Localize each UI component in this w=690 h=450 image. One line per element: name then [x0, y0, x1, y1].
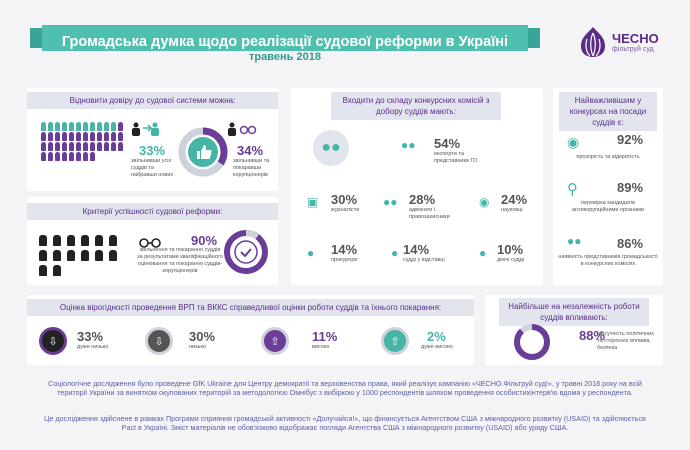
commission-item-value: 30%	[331, 192, 358, 207]
independence-stat-caption: відсутність політичних та сторонніх впли…	[597, 331, 654, 351]
commission-item-caption: діючі судді	[497, 257, 525, 263]
assessment-item-caption: високо	[312, 344, 330, 350]
commission-item-caption: прокурори	[331, 257, 358, 263]
important-panel-title: Найважливішим у конкурсах на посади судд…	[559, 92, 657, 131]
judges-grid	[39, 235, 129, 276]
important-item-value: 92%	[617, 132, 644, 147]
lock-icon: ▣	[307, 195, 319, 209]
trust-panel: Відновити довіру до судової системи можн…	[27, 88, 278, 191]
handcuffs-icon	[139, 238, 161, 248]
criteria-stat-caption: звільнення та покарання суддів за резуль…	[137, 247, 223, 274]
trust-panel-title: Відновити довіру до судової системи можн…	[27, 92, 278, 109]
thumbs-down-icon: ⇩	[145, 327, 173, 355]
independence-donut-icon	[514, 324, 550, 360]
commission-item-value: 54%	[434, 136, 461, 151]
garlic-logo-icon	[581, 27, 605, 57]
judge-replace-icon	[132, 122, 159, 136]
footer-funding: Це дослідження здійснене в рамках Програ…	[44, 414, 646, 432]
assessment-panel: Оцінка вірогідності проведення ВРП та ВК…	[27, 295, 474, 365]
criteria-stat-value: 90%	[191, 233, 218, 248]
assessment-item-value: 33%	[77, 329, 104, 344]
acting-judge-icon: ●	[479, 246, 487, 260]
important-panel: Найважливішим у конкурсах на посади судд…	[553, 88, 663, 285]
trust-stat1-caption: звільнивши усіх суддів та набравши нових	[131, 158, 174, 178]
experts-group-icon: ●●	[313, 130, 349, 166]
important-item-caption: прозорість та відкритість	[576, 154, 640, 160]
commission-item-value: 14%	[331, 242, 358, 257]
criteria-panel: Критерії успішності судової реформи: 90%…	[27, 197, 278, 285]
assessment-item-caption: низько	[189, 344, 207, 350]
prosecutor-icon: ●	[307, 246, 315, 260]
footer-methodology: Соціологічне дослідження було проведене …	[48, 379, 642, 397]
important-item-caption: наявність представників громадськості в …	[558, 254, 658, 267]
title-banner	[30, 25, 540, 67]
commission-item-value: 10%	[497, 242, 524, 257]
transparency-icon: ◉	[567, 134, 580, 150]
people-grid	[41, 122, 123, 161]
commissions-panel-title: Входити до складу конкурсних комісій з д…	[331, 92, 501, 120]
thumbs-up-icon: ⇧	[261, 327, 289, 355]
assessment-item-value: 30%	[189, 329, 216, 344]
commission-item-value: 28%	[409, 192, 436, 207]
public-reps-icon: ●●	[567, 234, 582, 248]
assessment-item-caption: дуже високо	[421, 344, 453, 350]
commission-item-caption: експерти та представники ГО	[434, 151, 478, 164]
commissions-panel: Входити до складу конкурсних комісій з д…	[291, 88, 543, 285]
commission-item-caption: адвокати і правозахисники	[409, 207, 450, 220]
assessment-item-caption: дуже низько	[77, 344, 109, 350]
logo-text: ЧЕСНО	[612, 31, 659, 46]
thumbs-down-icon: ⇩	[39, 327, 67, 355]
thumbs-up-donut-icon	[178, 127, 228, 177]
important-item-value: 89%	[617, 180, 644, 195]
logo-subtext: фільтруй суд	[612, 46, 654, 53]
magnifier-icon: ⚲	[567, 181, 578, 198]
page-subtitle: травень 2018	[230, 51, 340, 63]
commission-item-value: 24%	[501, 192, 528, 207]
scientist-icon: ◉	[479, 195, 490, 209]
independence-stat-value: 88%	[579, 328, 606, 343]
thumbs-up-icon: ⇧	[381, 327, 409, 355]
page-title: Громадська думка щодо реалізації судової…	[61, 34, 509, 50]
commission-item-value: 14%	[403, 242, 430, 257]
independence-panel: Найбільше на незалежність роботи суддів …	[485, 295, 663, 365]
criteria-panel-title: Критерії успішності судової реформи:	[27, 203, 278, 220]
commission-item-caption: судді у відставці	[403, 257, 445, 263]
important-item-caption: перевірка кандидатів антикорупційними ор…	[572, 200, 644, 213]
retired-judge-icon: ●	[391, 246, 399, 260]
trust-stat1-value: 33%	[139, 143, 166, 158]
important-item-value: 86%	[617, 236, 644, 251]
lawyers-icon: ●●	[383, 195, 398, 209]
experts-icon: ●●	[401, 138, 416, 152]
independence-panel-title: Найбільше на незалежність роботи суддів …	[499, 298, 649, 326]
trust-stat2-value: 34%	[237, 143, 264, 158]
assessment-item-value: 11%	[312, 329, 338, 344]
commission-item-caption: науковці	[501, 207, 523, 213]
assessment-item-value: 2%	[427, 329, 446, 344]
assessment-panel-title: Оцінка вірогідності проведення ВРП та ВК…	[27, 299, 474, 316]
handcuffs-judge-icon	[228, 122, 257, 136]
trust-stat2-caption: звільнивши та покаравши корупціонерів	[233, 158, 270, 178]
commission-item-caption: журналісти	[331, 207, 360, 213]
check-donut-icon	[224, 230, 268, 274]
